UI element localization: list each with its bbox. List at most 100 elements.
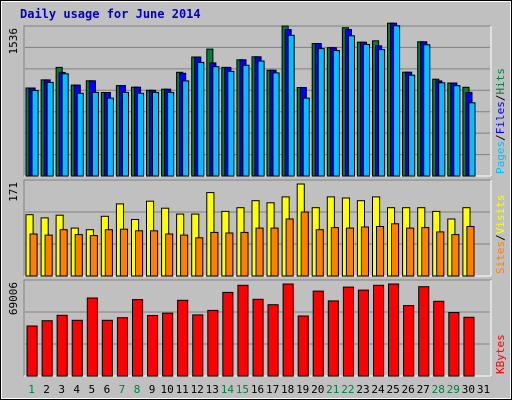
bar-pages-day-10 <box>167 91 175 177</box>
bar-kbytes-day-24 <box>373 284 385 377</box>
day-label-27: 27 <box>417 383 430 396</box>
bar-kbytes-day-13 <box>207 309 219 377</box>
day-label-16: 16 <box>251 383 264 396</box>
bar-kbytes-day-9 <box>147 315 159 377</box>
bar-kbytes-day-23 <box>357 289 369 377</box>
bar-kbytes-day-19 <box>297 315 309 377</box>
bar-sites-day-8 <box>135 230 144 277</box>
legend-entry: KBytes <box>494 334 507 374</box>
legend-entry: / <box>494 95 507 102</box>
bar-pages-day-2 <box>46 81 54 177</box>
bar-pages-day-3 <box>61 73 69 177</box>
bar-sites-day-14 <box>225 232 234 277</box>
bar-kbytes-day-28 <box>433 300 445 377</box>
bar-pages-day-27 <box>423 44 431 177</box>
day-label-24: 24 <box>371 383 385 396</box>
bar-sites-day-17 <box>270 227 279 277</box>
bar-pages-day-12 <box>197 61 205 177</box>
day-label-14: 14 <box>221 383 235 396</box>
bar-sites-day-12 <box>195 237 204 277</box>
bar-kbytes-day-10 <box>162 312 174 377</box>
day-label-23: 23 <box>356 383 369 396</box>
bar-pages-day-26 <box>408 74 416 177</box>
bar-sites-day-11 <box>180 234 189 277</box>
bar-sites-day-15 <box>240 231 249 277</box>
bar-pages-day-28 <box>438 82 446 177</box>
bar-kbytes-day-1 <box>26 325 38 377</box>
bar-sites-day-24 <box>376 226 385 277</box>
bar-sites-day-21 <box>330 227 339 277</box>
bar-sites-day-1 <box>29 233 38 277</box>
day-label-7: 7 <box>119 383 126 396</box>
panel-max-label: 69006 <box>7 282 20 315</box>
bar-kbytes-day-8 <box>132 299 144 377</box>
bar-sites-day-10 <box>165 233 174 277</box>
bar-kbytes-day-25 <box>388 283 400 377</box>
panel-legend-hits_files_pages: Pages/Files/Hits <box>494 68 507 174</box>
day-label-31: 31 <box>477 383 490 396</box>
bar-pages-day-6 <box>106 97 114 177</box>
bar-pages-day-4 <box>76 92 84 177</box>
day-label-8: 8 <box>134 383 141 396</box>
day-label-19: 19 <box>296 383 309 396</box>
day-label-17: 17 <box>266 383 279 396</box>
bar-pages-day-24 <box>378 49 386 177</box>
bar-kbytes-day-12 <box>192 314 204 377</box>
bar-kbytes-day-4 <box>71 319 83 377</box>
day-label-29: 29 <box>447 383 460 396</box>
bar-sites-day-28 <box>436 231 445 277</box>
bar-pages-day-30 <box>468 102 476 177</box>
day-label-25: 25 <box>386 383 399 396</box>
day-label-18: 18 <box>281 383 294 396</box>
panel-max-label: 171 <box>7 182 20 202</box>
day-label-12: 12 <box>191 383 204 396</box>
bar-kbytes-day-20 <box>312 290 324 377</box>
bar-pages-day-17 <box>272 72 280 177</box>
day-label-2: 2 <box>43 383 50 396</box>
bar-kbytes-day-7 <box>116 317 129 377</box>
bar-pages-day-29 <box>453 85 461 177</box>
bar-pages-day-13 <box>212 66 220 177</box>
day-label-26: 26 <box>401 383 414 396</box>
bar-sites-day-7 <box>119 228 129 277</box>
bar-kbytes-day-18 <box>282 283 294 377</box>
bar-kbytes-day-5 <box>86 297 98 377</box>
bar-pages-day-7 <box>121 91 130 177</box>
bar-sites-day-25 <box>391 223 400 277</box>
bar-pages-day-9 <box>152 91 160 177</box>
bar-pages-day-14 <box>227 70 235 177</box>
bar-kbytes-day-3 <box>56 314 68 377</box>
panels-layer: 1536Pages/Files/Hits171Sites/Visits69006… <box>7 22 507 377</box>
bar-sites-day-2 <box>44 234 53 277</box>
day-label-28: 28 <box>432 383 445 396</box>
day-label-1: 1 <box>28 383 35 396</box>
bar-sites-day-5 <box>89 235 98 277</box>
bar-sites-day-3 <box>59 229 68 277</box>
bar-pages-day-15 <box>242 64 250 177</box>
bar-kbytes-day-27 <box>418 286 430 377</box>
bar-sites-day-6 <box>104 229 113 277</box>
bar-kbytes-day-29 <box>448 312 460 377</box>
bar-pages-day-19 <box>302 97 310 177</box>
day-label-9: 9 <box>149 383 156 396</box>
bar-kbytes-day-22 <box>342 286 354 377</box>
day-labels: 1 2 3 4 5 6 7 8 9 10 11 12 13 14 15 16 17 18 19 20 21 22 23 24 2… <box>28 383 490 396</box>
bar-kbytes-day-30 <box>463 316 475 377</box>
chart-title: Daily usage for June 2014 <box>20 7 201 21</box>
day-label-20: 20 <box>311 383 324 396</box>
bar-sites-day-13 <box>210 231 219 277</box>
day-label-10: 10 <box>160 383 173 396</box>
bar-pages-day-25 <box>393 25 401 177</box>
bar-sites-day-29 <box>451 234 460 277</box>
bar-sites-day-22 <box>345 227 354 277</box>
day-label-21: 21 <box>326 383 339 396</box>
bar-pages-day-11 <box>182 80 190 177</box>
panel-max-label: 1536 <box>7 28 20 55</box>
bar-pages-day-23 <box>362 43 370 177</box>
bar-kbytes-day-14 <box>222 291 234 377</box>
bar-kbytes-day-11 <box>177 299 189 377</box>
legend-entry: Hits <box>494 68 507 95</box>
legend-entry: Visits <box>494 195 507 235</box>
